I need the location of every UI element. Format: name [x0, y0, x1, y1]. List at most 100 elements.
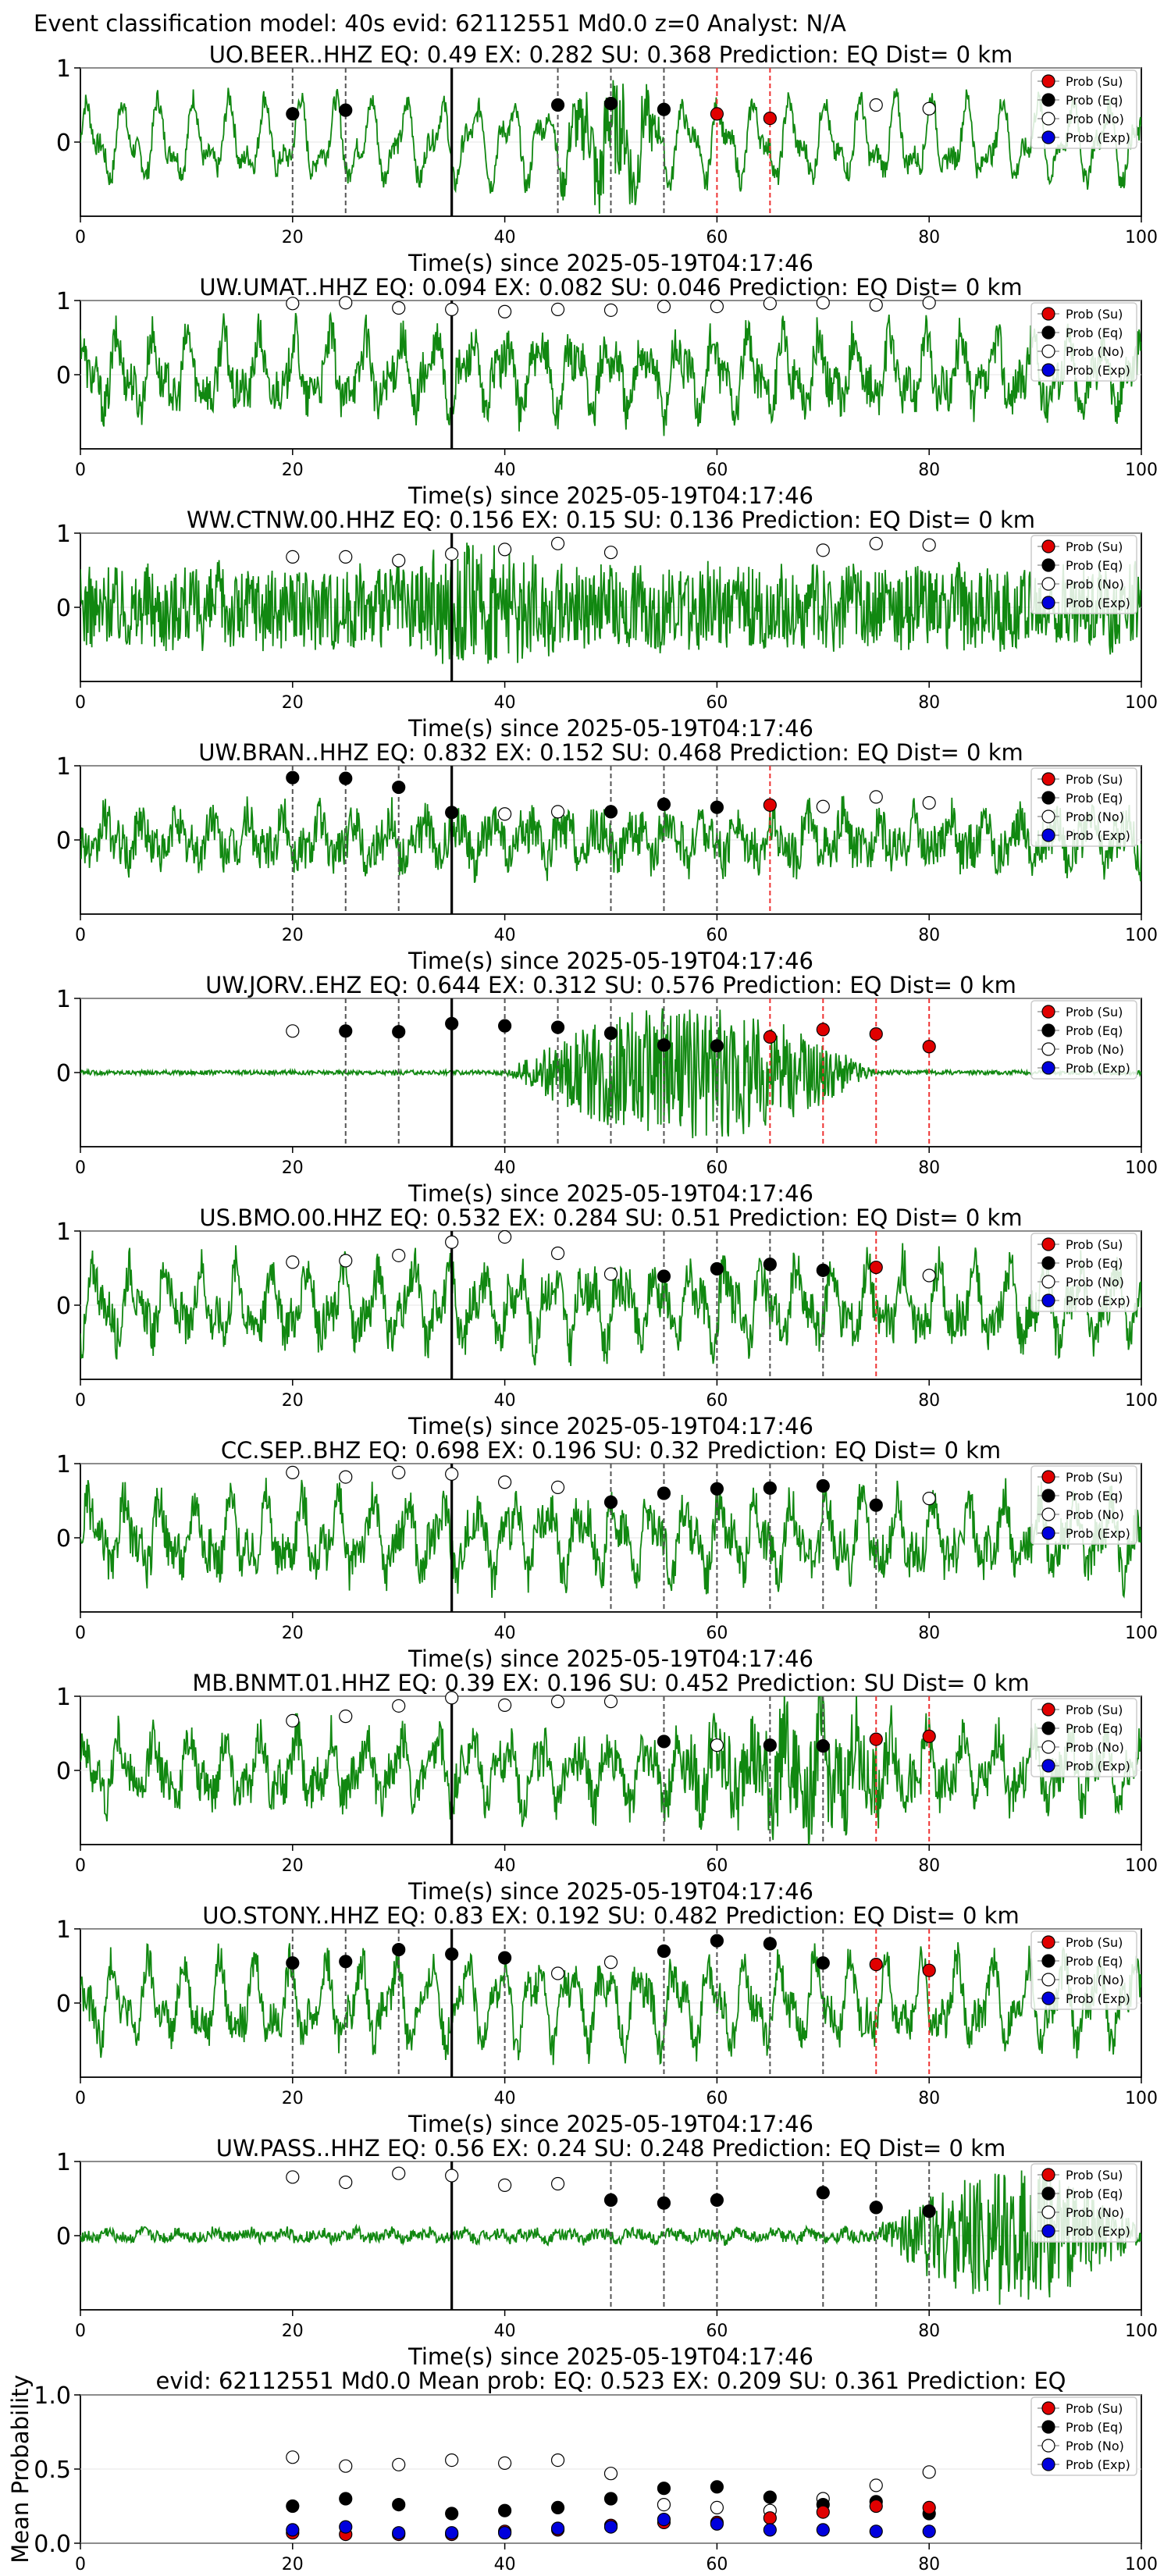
- prob-point-no: [550, 2176, 565, 2191]
- waveform-trace: [80, 795, 1141, 884]
- legend-box: [1030, 1233, 1137, 1312]
- prob-point-no: [603, 1267, 618, 1281]
- prob-point-no: [869, 298, 883, 312]
- x-axis-label: Time(s) since 2025-05-19T04:17:46: [408, 948, 813, 974]
- legend-label-no: Prob (No): [1066, 1042, 1124, 1057]
- x-tick-label: 0: [75, 926, 86, 945]
- prob-point-eq: [550, 1020, 565, 1034]
- x-axis-label: Time(s) since 2025-05-19T04:17:46: [408, 482, 813, 509]
- prob-point-no: [392, 1465, 406, 1480]
- x-tick-label: 60: [706, 2322, 728, 2341]
- prob-point-no: [816, 543, 830, 557]
- legend-marker-no: [1041, 1973, 1055, 1987]
- legend-label-no: Prob (No): [1066, 577, 1124, 592]
- y-tick-label: 0: [56, 1293, 71, 1320]
- prob-point-eq: [445, 806, 459, 820]
- mean-prob-point: [869, 2478, 883, 2492]
- prob-point-no: [392, 2166, 406, 2180]
- y-tick-label: 0: [56, 2223, 71, 2250]
- legend-label-exp: Prob (Exp): [1066, 1293, 1130, 1308]
- mean-prob-point: [657, 2498, 671, 2512]
- mean-prob-point: [339, 2520, 353, 2534]
- legend-label-no: Prob (No): [1066, 2439, 1124, 2453]
- x-tick-label: 80: [918, 2089, 940, 2108]
- prob-point-eq: [657, 102, 671, 116]
- panel-title: UO.STONY..HHZ EQ: 0.83 EX: 0.192 SU: 0.4…: [202, 1902, 1019, 1929]
- y-tick-label: 1: [56, 521, 71, 548]
- legend-label-eq: Prob (Eq): [1066, 93, 1123, 108]
- prob-point-no: [497, 1698, 512, 1712]
- panel-5: UW.JORV..EHZ EQ: 0.644 EX: 0.312 SU: 0.5…: [56, 972, 1158, 1207]
- y-tick-label: 0: [56, 1060, 71, 1087]
- prob-point-eq: [763, 1937, 777, 1951]
- x-tick-label: 100: [1125, 1158, 1158, 1178]
- x-tick-label: 100: [1125, 1391, 1158, 1411]
- prob-point-no: [339, 1470, 353, 1484]
- x-tick-label: 20: [282, 228, 304, 247]
- mean-prob-point: [445, 2507, 459, 2521]
- y-tick-label: 1: [56, 753, 71, 781]
- legend-marker-eq: [1041, 558, 1055, 572]
- mean-prob-point: [710, 2500, 724, 2514]
- legend-marker-exp: [1041, 1061, 1055, 1075]
- prob-point-no: [497, 543, 512, 557]
- x-tick-label: 80: [918, 1856, 940, 1876]
- prob-point-no: [922, 101, 936, 116]
- x-tick-label: 80: [918, 1391, 940, 1411]
- prob-point-eq: [816, 1739, 830, 1753]
- legend-label-no: Prob (No): [1066, 112, 1124, 126]
- mean-prob-point: [339, 2459, 353, 2473]
- x-tick-label: 100: [1125, 2089, 1158, 2108]
- prob-point-eq: [603, 2193, 618, 2207]
- x-tick-label: 100: [1125, 926, 1158, 945]
- panel-title: MB.BNMT.01.HHZ EQ: 0.39 EX: 0.196 SU: 0.…: [192, 1670, 1029, 1696]
- panel-1: UO.BEER..HHZ EQ: 0.49 EX: 0.282 SU: 0.36…: [56, 41, 1158, 276]
- panel-title: UW.UMAT..HHZ EQ: 0.094 EX: 0.082 SU: 0.0…: [199, 274, 1022, 301]
- x-tick-label: 20: [282, 461, 304, 480]
- prob-point-eq: [550, 98, 565, 112]
- legend-marker-no: [1041, 2439, 1055, 2453]
- x-tick-label: 40: [494, 1158, 516, 1178]
- panel-11: evid: 62112551 Md0.0 Mean prob: EQ: 0.52…: [7, 2368, 1158, 2574]
- x-tick-label: 20: [282, 693, 304, 713]
- prob-point-no: [550, 1966, 565, 1980]
- panel-title: WW.CTNW.00.HHZ EQ: 0.156 EX: 0.15 SU: 0.…: [187, 507, 1035, 533]
- prob-point-no: [550, 1480, 565, 1495]
- x-tick-label: 40: [494, 2555, 516, 2574]
- prob-point-no: [816, 296, 830, 310]
- mean-prob-point: [603, 2520, 618, 2534]
- x-tick-label: 40: [494, 2322, 516, 2341]
- figure-title: Event classification model: 40s evid: 62…: [34, 10, 846, 37]
- mean-prob-point: [763, 2511, 777, 2525]
- mean-prob-point: [922, 2524, 936, 2539]
- waveform-trace: [80, 2170, 1141, 2305]
- legend-label-exp: Prob (Exp): [1066, 828, 1130, 843]
- x-tick-label: 100: [1125, 1624, 1158, 1643]
- prob-point-su: [869, 1958, 883, 1972]
- x-tick-label: 60: [706, 1391, 728, 1411]
- mean-prob-point: [657, 2482, 671, 2496]
- x-axis-label: Time(s) since 2025-05-19T04:17:46: [408, 1413, 813, 1439]
- waveform-trace: [80, 1008, 1141, 1139]
- x-tick-label: 80: [918, 2322, 940, 2341]
- x-axis-label: Time(s) since 2025-05-19T04:17:46: [408, 2343, 813, 2370]
- prob-point-no: [603, 546, 618, 560]
- prob-point-no: [763, 297, 777, 311]
- x-tick-label: 40: [494, 228, 516, 247]
- prob-point-eq: [497, 1951, 512, 1965]
- waveform-trace: [80, 311, 1141, 436]
- y-tick-label: 1: [56, 1916, 71, 1944]
- prob-point-eq: [392, 1943, 406, 1957]
- x-tick-label: 0: [75, 2555, 86, 2574]
- legend-label-eq: Prob (Eq): [1066, 2186, 1123, 2201]
- prob-point-eq: [657, 797, 671, 812]
- x-tick-label: 20: [282, 1624, 304, 1643]
- legend-label-no: Prob (No): [1066, 1507, 1124, 1522]
- prob-point-no: [922, 795, 936, 810]
- legend-marker-eq: [1041, 1489, 1055, 1503]
- prob-point-eq: [603, 97, 618, 111]
- x-tick-label: 80: [918, 461, 940, 480]
- legend-box: [1030, 1930, 1137, 2010]
- x-tick-label: 0: [75, 2322, 86, 2341]
- x-tick-label: 40: [494, 1856, 516, 1876]
